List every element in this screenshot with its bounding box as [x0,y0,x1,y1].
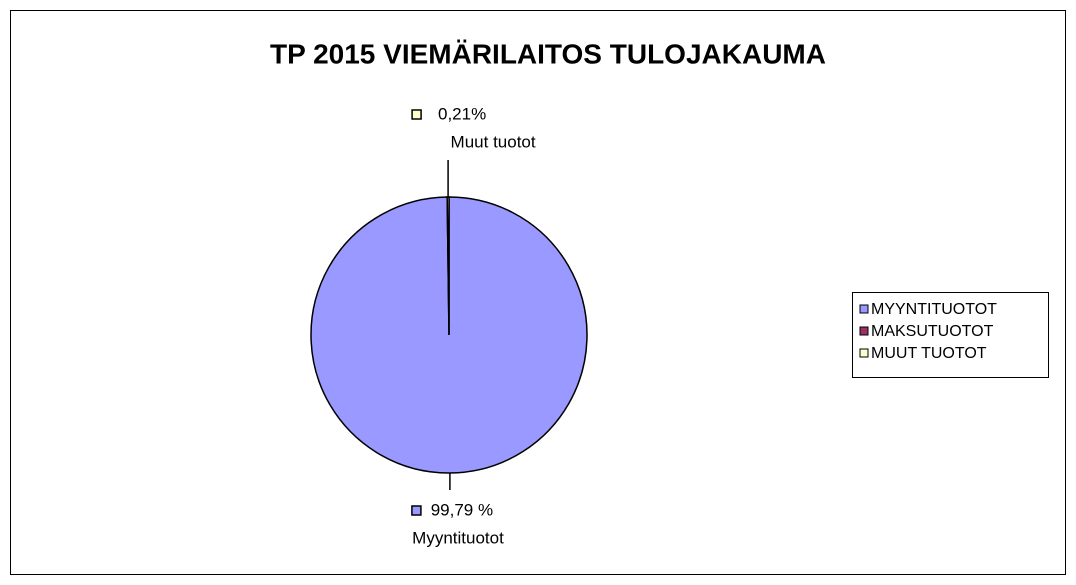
chart-title: TP 2015 VIEMÄRILAITOS TULOJAKAUMA [270,38,826,69]
legend-label: MAKSUTUOTOT [871,323,994,340]
data-label-name: Myyntituotot [412,528,504,547]
legend-label: MUUT TUOTOT [871,345,987,362]
label-marker [411,505,422,516]
data-label: 99,79 % [431,500,493,519]
data-label: 0,21% [438,104,486,123]
data-label-name: Muut tuotot [451,132,536,151]
legend-label: MYYNTITUOTOT [871,301,997,318]
legend-marker [859,348,869,358]
legend-marker [859,304,869,314]
legend-marker [859,326,869,336]
label-marker [411,109,422,120]
legend-box [852,292,1049,378]
